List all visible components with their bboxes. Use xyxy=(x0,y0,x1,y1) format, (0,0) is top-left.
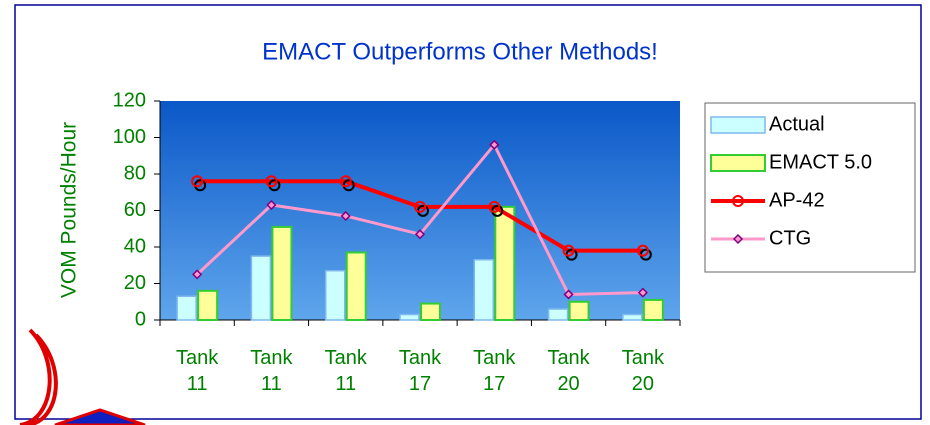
y-tick-label: 80 xyxy=(124,162,146,184)
plot-area xyxy=(160,101,680,320)
legend-swatch xyxy=(710,154,766,172)
legend-label: CTG xyxy=(769,227,811,249)
y-tick-label: 120 xyxy=(113,89,146,111)
marker xyxy=(265,175,278,188)
marker xyxy=(414,229,426,240)
bar xyxy=(494,205,516,322)
legend-label: EMACT 5.0 xyxy=(769,151,872,173)
bar xyxy=(473,259,495,321)
x-tick-label: Tank 17 xyxy=(398,347,442,395)
bar xyxy=(250,255,272,321)
bar xyxy=(399,313,420,321)
x-tick-label: Tank 20 xyxy=(547,347,590,395)
y-tick-label: 60 xyxy=(124,199,146,221)
x-tick-label: Tank 11 xyxy=(176,347,219,395)
legend-swatch xyxy=(710,116,766,134)
y-axis-label: VOM Pounds/Hour xyxy=(58,122,81,298)
y-tick-label: 0 xyxy=(135,308,146,330)
x-tick-label: Tank 17 xyxy=(473,347,516,395)
marker xyxy=(414,200,426,213)
bar xyxy=(568,300,590,321)
y-tick-label: 100 xyxy=(113,126,146,148)
legend-marker xyxy=(732,233,744,245)
marker xyxy=(192,269,203,280)
bar xyxy=(176,295,197,321)
chart-title: EMACT Outperforms Other Methods! xyxy=(262,38,658,65)
marker xyxy=(636,244,649,257)
legend-label: AP-42 xyxy=(769,189,825,211)
marker xyxy=(637,287,648,298)
bar xyxy=(197,289,219,321)
x-tick-label: Tank 20 xyxy=(621,347,664,395)
x-tick-label: Tank 11 xyxy=(250,347,293,395)
decoration-triangle xyxy=(54,408,146,425)
marker xyxy=(339,175,352,188)
marker xyxy=(563,289,574,300)
bar xyxy=(271,225,293,321)
bar xyxy=(345,251,367,322)
marker xyxy=(489,139,500,150)
marker xyxy=(562,244,575,257)
marker xyxy=(191,175,204,188)
bar xyxy=(547,308,569,321)
decoration-swoosh xyxy=(19,328,58,425)
y-tick-label: 20 xyxy=(124,272,146,294)
y-tick-label: 40 xyxy=(124,235,146,257)
bar xyxy=(420,302,441,322)
legend-marker xyxy=(732,195,744,207)
x-tick-label: Tank 11 xyxy=(324,347,367,395)
bar xyxy=(324,269,346,321)
marker xyxy=(340,210,351,222)
bar xyxy=(622,313,643,321)
legend-label: Actual xyxy=(769,113,825,135)
bar xyxy=(642,298,664,321)
marker xyxy=(488,200,501,213)
marker xyxy=(266,199,277,211)
